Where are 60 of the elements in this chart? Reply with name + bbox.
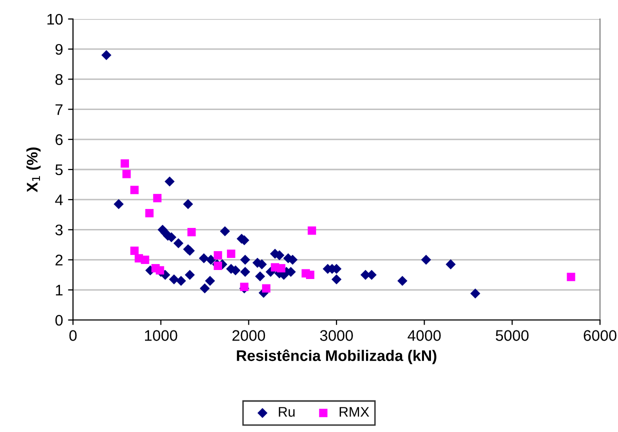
y-axis-title: X$_{1}$ (%): [26, 148, 41, 192]
point: [397, 276, 408, 286]
point: [140, 256, 150, 264]
point: [200, 283, 210, 294]
point: [198, 253, 209, 264]
legend-label: Ru: [278, 407, 295, 417]
point: [187, 228, 196, 236]
point: [122, 170, 131, 178]
point: [255, 271, 266, 282]
point: [206, 254, 216, 265]
point: [173, 238, 184, 248]
point: [156, 266, 164, 274]
point: [446, 259, 456, 270]
legend-label: RMX: [340, 407, 370, 417]
y-tick-label: 1: [56, 284, 63, 296]
x-tick-label: 6000: [584, 330, 616, 341]
point: [184, 270, 195, 280]
y-tick-label: 4: [55, 194, 63, 206]
point: [240, 254, 250, 265]
x-tick-label: 2000: [232, 330, 266, 341]
y-tick-label: 2: [56, 254, 63, 266]
x-tick-label: 0: [69, 330, 77, 341]
point: [566, 272, 576, 282]
point: [205, 276, 216, 286]
point: [220, 226, 230, 236]
point: [176, 276, 186, 286]
x-tick-label: 5000: [496, 330, 529, 341]
point: [153, 194, 162, 202]
y-tick-label: 6: [56, 134, 63, 146]
point: [470, 288, 480, 299]
point: [120, 159, 129, 168]
point: [130, 246, 139, 255]
point: [226, 250, 236, 258]
x-tick-label: 1000: [145, 330, 178, 341]
point: [240, 266, 250, 277]
point: [306, 270, 314, 280]
point: [308, 226, 316, 235]
point: [164, 176, 175, 187]
point: [331, 274, 342, 284]
point: [214, 262, 222, 270]
y-tick-label: 3: [55, 224, 63, 236]
y-tick-label: 0: [55, 314, 63, 326]
point: [262, 284, 270, 293]
y-tick-label: 10: [47, 14, 63, 25]
point: [421, 254, 432, 265]
y-tick-label: 8: [55, 74, 63, 85]
point: [101, 50, 112, 60]
point: [169, 274, 180, 284]
x-tick-label: 3000: [320, 330, 353, 341]
point: [145, 208, 154, 218]
point: [214, 251, 222, 260]
x-axis-title: Resistência Mobilizada (kN): [236, 350, 436, 364]
point: [277, 264, 286, 272]
y-tick-label: 7: [56, 104, 63, 115]
y-tick-label: 9: [56, 44, 63, 55]
point: [130, 186, 139, 194]
y-tick-label: 5: [55, 164, 63, 176]
point: [114, 199, 124, 210]
point: [183, 199, 194, 210]
x-tick-label: 4000: [408, 330, 441, 341]
